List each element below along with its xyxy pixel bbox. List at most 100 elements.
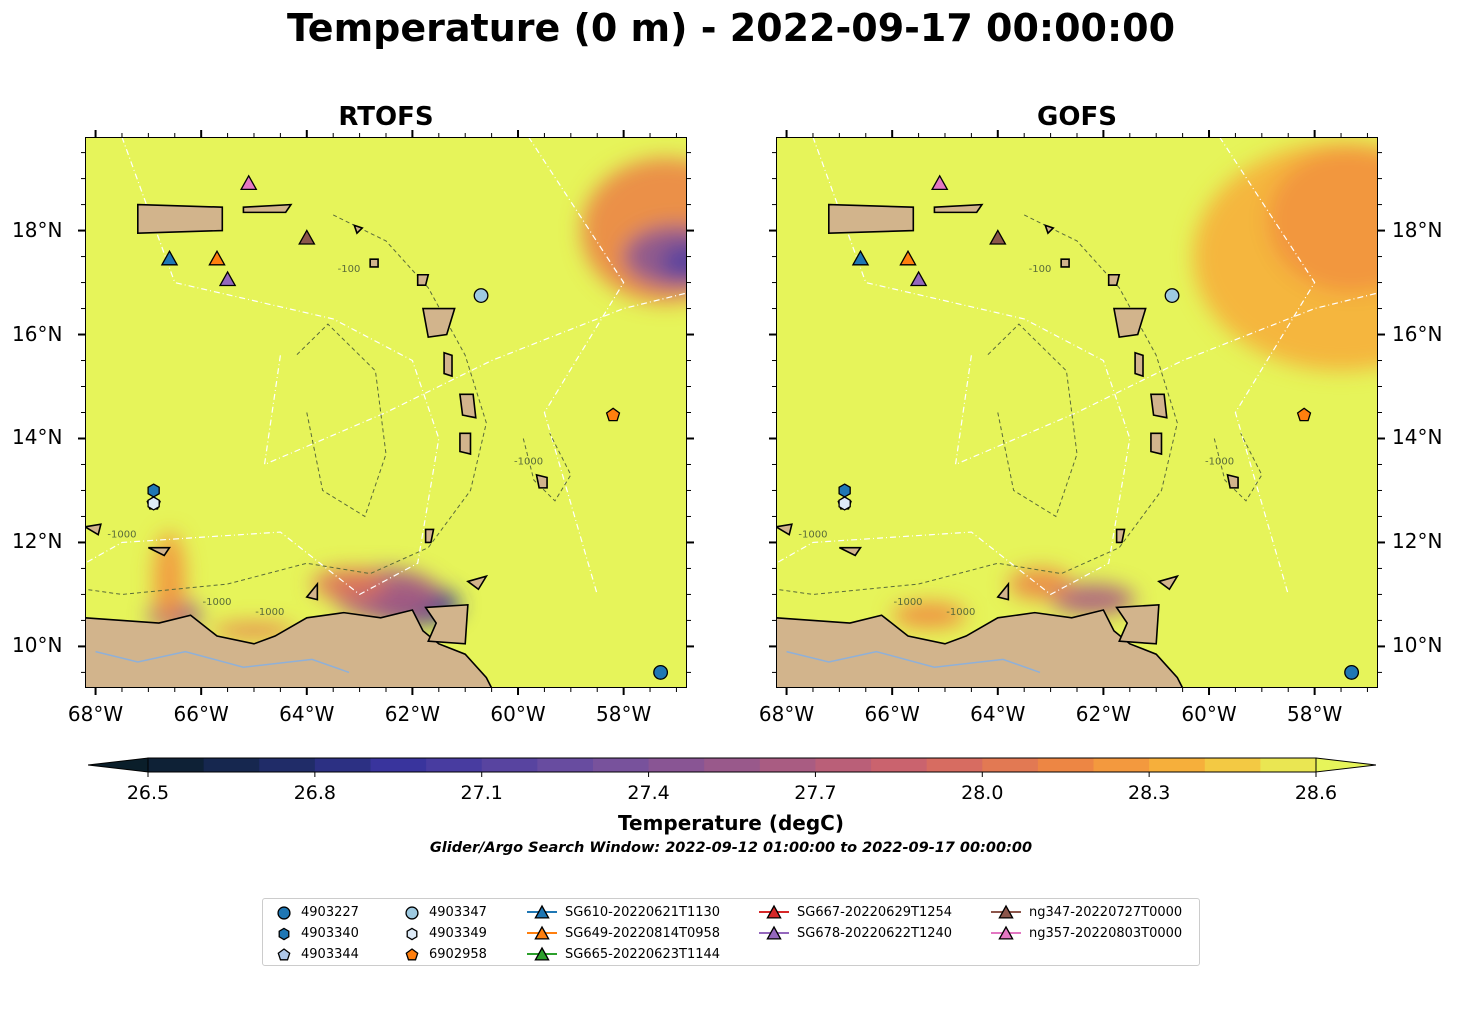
contour-label: -1000: [514, 456, 543, 467]
marker-ng347-20220727T0000: [298, 229, 316, 245]
bathymetry-contour: [986, 323, 1078, 518]
colorbar-extend-high: [1315, 757, 1376, 773]
legend-label: SG678-20220622T1240: [797, 925, 953, 941]
land-south-america: [776, 609, 1184, 688]
marker-SG610-20220621T1130: [851, 249, 870, 266]
island: [1060, 258, 1070, 268]
legend-label: ng357-20220803T0000: [1029, 925, 1183, 941]
lat-tick-label: 14°N: [12, 425, 63, 450]
legend-marker-icon: [527, 946, 557, 961]
island: [459, 432, 472, 456]
marker-SG678-20220622T1240: [909, 270, 928, 287]
land-south-america: [85, 609, 493, 688]
colorbar-segment: [1204, 758, 1261, 772]
island: [1115, 603, 1160, 645]
island: [996, 581, 1010, 601]
axes-layer: [78, 130, 1385, 695]
colorbar-segment: [370, 758, 427, 772]
contour-label: -1000: [202, 597, 231, 608]
legend-label: 4903347: [429, 904, 487, 920]
colorbar-segment: [426, 758, 483, 772]
temperature-anomaly: [148, 157, 687, 639]
legend-marker-icon: [527, 925, 557, 940]
legend-item: 4903340: [273, 924, 359, 942]
legend-label: SG649-20220814T0958: [565, 925, 721, 941]
legend-marker-icon: [991, 904, 1021, 919]
figure-title: Temperature (0 m) - 2022-09-17 00:00:00: [286, 6, 1176, 50]
island: [466, 574, 489, 591]
lon-tick-label: 64°W: [279, 702, 335, 726]
map-frame: [776, 137, 1378, 688]
island: [828, 203, 915, 234]
marker-SG678-20220622T1240: [218, 270, 237, 287]
island: [933, 203, 984, 214]
colorbar-segment: [1037, 758, 1095, 772]
colorbar-tick-label: 28.3: [1127, 782, 1171, 804]
marker-ng347-20220727T0000: [989, 229, 1007, 245]
bathymetry-contour: [1213, 433, 1263, 502]
map-panel-rtofs: -100 -1000 -1000 -1000 -1000: [85, 137, 687, 688]
island: [242, 203, 293, 214]
legend-item: 4903349: [401, 924, 487, 942]
legend-label: ng347-20220727T0000: [1029, 904, 1183, 920]
map-panel-gofs: -100 -1000 -1000 -1000 -1000: [776, 137, 1378, 688]
contour-label: -1000: [107, 529, 136, 540]
legend-marker-icon: [278, 927, 290, 941]
lat-tick-label: 10°N: [12, 633, 63, 658]
island: [148, 546, 171, 557]
panel-title-gofs: GOFS: [1037, 102, 1117, 132]
legend-item: ng357-20220803T0000: [989, 924, 1182, 942]
legend-label: SG610-20220621T1130: [565, 904, 721, 920]
lon-tick-label: 62°W: [1075, 702, 1131, 726]
island: [1150, 432, 1163, 456]
marker-4903227: [653, 664, 669, 680]
eez-boundary: [528, 137, 625, 595]
contour-label: -100: [1029, 264, 1052, 275]
bathymetry-contour: [85, 214, 487, 595]
lat-tick-label: 18°N: [12, 217, 63, 242]
lon-tick-label: 68°W: [758, 702, 815, 726]
legend-item: ng347-20220727T0000: [989, 903, 1182, 921]
colorbar-segment: [759, 758, 816, 772]
legend-item: SG667-20220629T1254: [757, 903, 952, 921]
river: [95, 650, 350, 674]
island: [137, 203, 224, 234]
colorbar-tick-label: 26.5: [126, 782, 170, 804]
bathymetry-contour: [522, 433, 572, 502]
island: [422, 307, 456, 339]
lon-tick-label: 58°W: [596, 702, 652, 726]
lon-tick-label: 64°W: [970, 702, 1026, 726]
island: [459, 393, 477, 419]
colorbar-segment: [148, 758, 205, 772]
island: [839, 546, 862, 557]
island: [353, 224, 364, 235]
legend-item: 4903344: [273, 945, 359, 963]
legend-label: 4903227: [301, 904, 359, 920]
legend-marker-icon: [759, 925, 789, 940]
map-frame: [85, 137, 687, 688]
contour-label: -1000: [255, 607, 284, 618]
marker-6902958: [1296, 407, 1312, 422]
river: [786, 650, 1041, 674]
marker-4903349: [147, 496, 160, 511]
legend-marker-icon: [277, 948, 291, 961]
lat-tick-label: 16°N: [1392, 321, 1443, 346]
colorbar-tick-label: 28.6: [1294, 782, 1338, 804]
legend-marker-icon: [405, 948, 419, 961]
temperature-anomaly: [892, 142, 1378, 629]
island: [1157, 574, 1180, 591]
colorbar-segment: [871, 758, 928, 772]
contour-label: -1000: [946, 607, 975, 618]
colorbar-segment: [259, 758, 316, 772]
lat-tick-label: 12°N: [12, 529, 63, 554]
marker-ng357-20220803T0000: [930, 174, 949, 191]
colorbar-tick-label: 27.4: [627, 782, 670, 804]
contour-label: -1000: [798, 529, 827, 540]
legend: 4903227 4903340 4903344 4903347 4903349 69029…: [262, 898, 1200, 966]
island: [1107, 273, 1121, 286]
island: [85, 523, 102, 536]
lon-tick-label: 62°W: [384, 702, 440, 726]
colorbar-segment: [982, 758, 1039, 772]
lon-tick-label: 66°W: [173, 702, 229, 726]
island: [1115, 528, 1126, 544]
